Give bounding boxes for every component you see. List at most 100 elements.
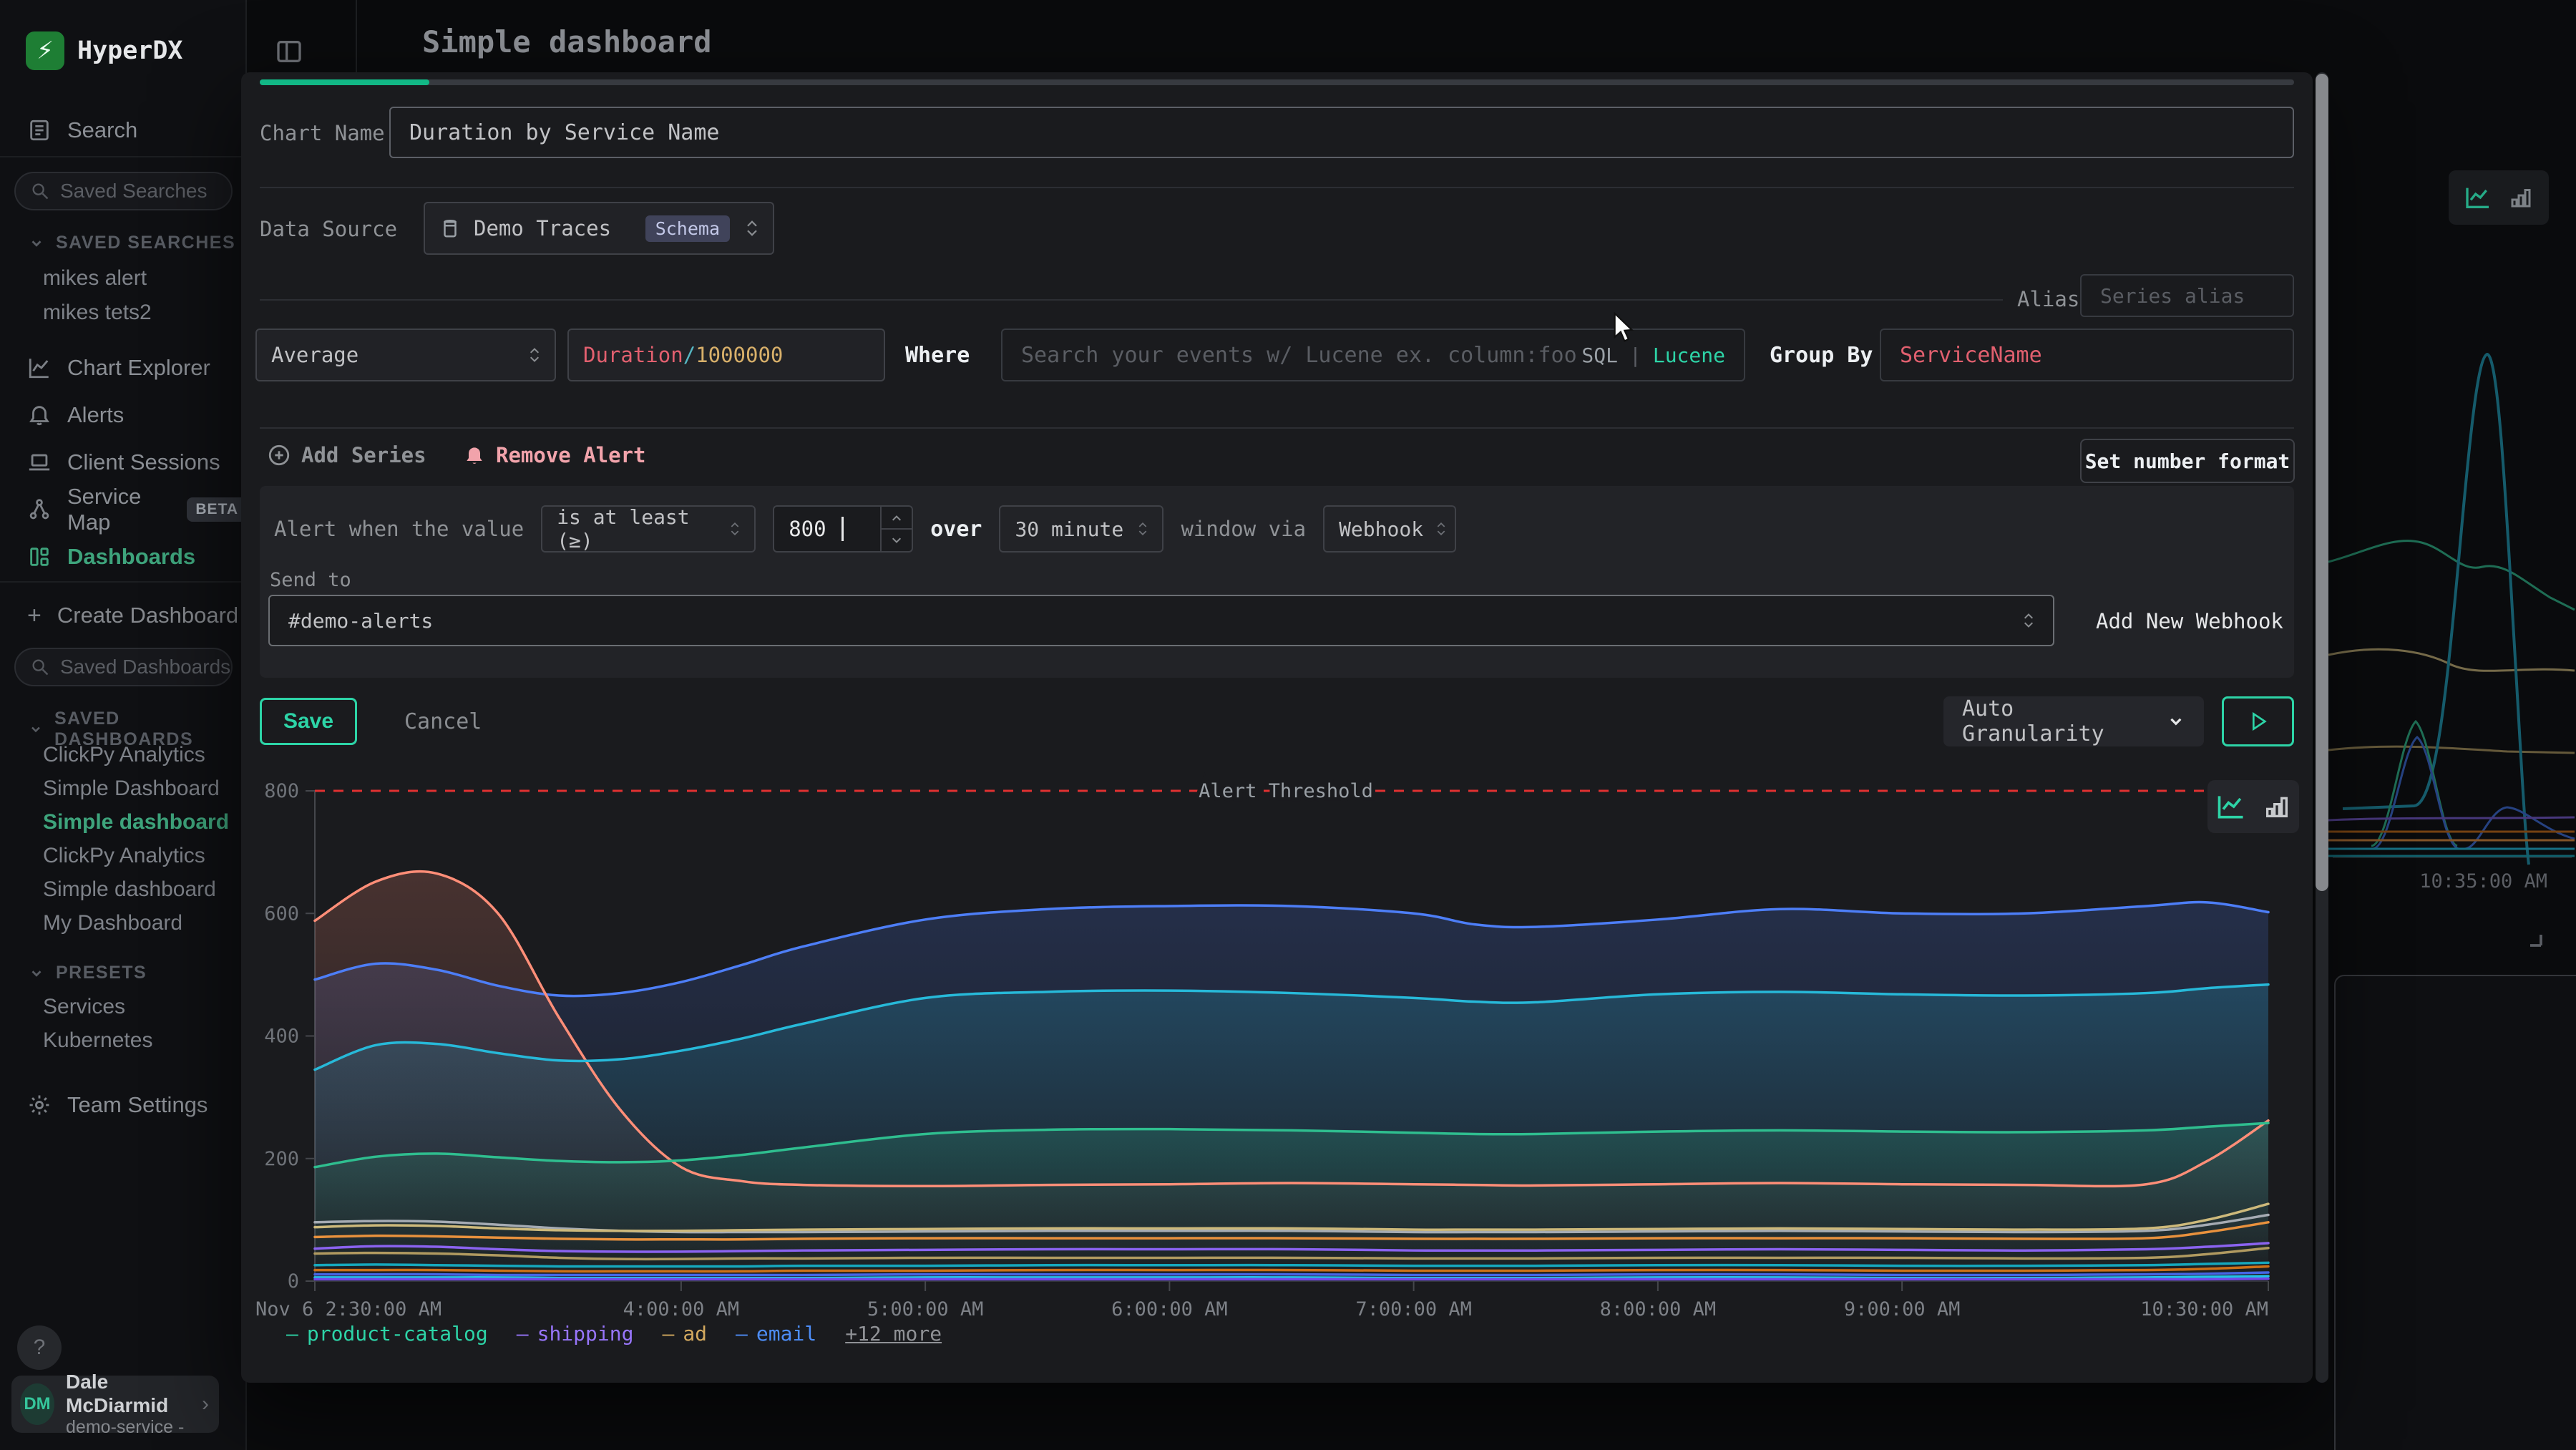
legend-item[interactable]: —ad [662,1322,707,1346]
svg-text:Nov 6 2:30:00 AM: Nov 6 2:30:00 AM [255,1298,441,1320]
group-by-input[interactable]: ServiceName [1880,329,2294,381]
svg-text:200: 200 [264,1148,299,1170]
create-dashboard-button[interactable]: + Create Dashboard [0,593,247,638]
brand-logo[interactable]: ⚡ HyperDX [26,31,183,70]
duration-chart: 0200400600800Nov 6 2:30:00 AM4:00:00 AM5… [241,759,2313,1331]
dashboard-item[interactable]: ClickPy Analytics [43,844,205,868]
add-series-button[interactable]: Add Series [267,443,426,467]
svg-text:7:00:00 AM: 7:00:00 AM [1355,1298,1472,1320]
background-chart-type-toggle[interactable] [2449,170,2549,225]
resize-handle-icon[interactable] [2523,928,2545,949]
svg-text:400: 400 [264,1026,299,1048]
preset-item[interactable]: Services [43,995,125,1019]
saved-searches-input[interactable]: Saved Searches [14,172,233,210]
legend-more-button[interactable]: +12 more [845,1322,942,1346]
plus-icon: + [27,602,42,630]
help-button[interactable]: ? [17,1325,62,1370]
chart-legend: —product-catalog —shipping —ad —email +1… [286,1322,942,1346]
bell-icon [27,403,52,427]
granularity-select[interactable]: Auto Granularity [1943,696,2204,746]
database-icon [439,218,461,239]
select-chevrons-icon [1436,521,1446,537]
sidebar-collapse-button[interactable] [266,29,312,74]
sidebar-item-alerts[interactable]: Alerts [0,392,247,438]
bar-chart-icon[interactable] [2263,792,2291,821]
svg-text:600: 600 [264,902,299,925]
alert-window-select[interactable]: 30 minute [999,505,1163,553]
saved-searches-header[interactable]: SAVED SEARCHES [29,233,235,253]
presets-header[interactable]: PRESETS [29,963,147,983]
legend-item[interactable]: —shipping [517,1322,634,1346]
sidebar-item-service-map[interactable]: Service Map BETA [0,487,247,532]
remove-alert-button[interactable]: Remove Alert [463,443,646,467]
chart-line-icon [27,356,52,380]
svg-text:Alert Threshold: Alert Threshold [1199,780,1373,802]
aggregation-select[interactable]: Average [255,329,556,381]
metric-field-input[interactable]: Duration/1000000 [567,329,885,381]
cancel-button[interactable]: Cancel [404,698,482,745]
mouse-cursor [1612,312,1644,346]
line-chart-icon[interactable] [2215,791,2247,822]
saved-dashboards-input[interactable]: Saved Dashboards [14,648,233,686]
select-chevrons-icon [746,219,758,238]
scrollbar-thumb[interactable] [2316,74,2328,891]
send-to-label: Send to [270,569,351,591]
sidebar-item-team-settings[interactable]: Team Settings [0,1082,247,1128]
select-chevrons-icon [730,521,740,537]
sidebar-item-client-sessions[interactable]: Client Sessions [0,439,247,485]
select-chevrons-icon [529,346,540,364]
run-chart-button[interactable] [2222,696,2294,746]
sidebar-item-search[interactable]: Search [0,107,247,153]
saved-search-item[interactable]: mikes alert [43,266,147,291]
legend-item[interactable]: —product-catalog [286,1322,488,1346]
svg-text:0: 0 [288,1270,299,1293]
progress-bar [260,79,429,85]
webhook-select[interactable]: #demo-alerts [268,595,2054,646]
set-number-format-button[interactable]: Set number format [2080,439,2295,483]
user-menu[interactable]: DM Dale McDiarmid demo-service - › [11,1376,219,1433]
legend-item[interactable]: —email [736,1322,816,1346]
chevron-down-icon [2167,712,2185,731]
alert-prefix-label: Alert when the value [274,517,524,541]
alert-threshold-input[interactable]: 800 [773,505,913,553]
chevron-down-icon [29,965,44,981]
data-source-select[interactable]: Demo Traces Schema [424,202,774,255]
number-spinner[interactable] [880,507,912,551]
save-button[interactable]: Save [260,698,357,745]
sidebar-item-dashboards[interactable]: Dashboards [0,534,247,580]
alert-config-panel: Alert when the value is at least (≥) 800 [260,486,2294,678]
alert-condition-select[interactable]: is at least (≥) [541,505,756,553]
svg-text:9:00:00 AM: 9:00:00 AM [1844,1298,1961,1320]
dashboard-item[interactable]: Simple dashboard [43,877,216,902]
dashboard-item[interactable]: Simple Dashboard [43,777,220,801]
series-alias-input[interactable]: Series alias [2080,274,2294,317]
chevron-right-icon: › [202,1392,209,1416]
page-title: Simple dashboard [422,24,712,59]
saved-search-item[interactable]: mikes tets2 [43,301,152,325]
preset-item[interactable]: Kubernetes [43,1028,152,1053]
modal-scrollbar[interactable] [2316,72,2328,1383]
avatar: DM [20,1383,54,1425]
select-chevrons-icon [1138,521,1148,537]
add-new-webhook-button[interactable]: Add New Webhook [2096,609,2283,633]
chevron-down-icon [29,721,43,737]
background-dashboard-strip: 10:35:00 AM [2328,0,2576,1450]
divider [0,156,247,157]
search-icon [30,181,50,201]
dashboard-item-active[interactable]: Simple dashboard [43,810,229,835]
dashboard-item[interactable]: ClickPy Analytics [43,743,205,767]
chart-edit-modal: Chart Name Duration by Service Name Data… [241,72,2313,1383]
chart-name-input[interactable]: Duration by Service Name [389,107,2294,158]
svg-text:10:30:00 AM: 10:30:00 AM [2140,1298,2268,1320]
alias-label: Alias [2017,287,2079,311]
over-label: over [930,517,982,542]
bolt-logo-icon: ⚡ [26,31,64,70]
query-language-toggle[interactable]: SQL | Lucene [1581,344,1725,367]
sidebar-item-chart-explorer[interactable]: Chart Explorer [0,345,247,391]
panel-toggle-icon [275,37,303,66]
bell-icon [463,444,486,467]
dashboard-item[interactable]: My Dashboard [43,911,182,935]
alert-channel-select[interactable]: Webhook [1323,505,1456,553]
circle-plus-icon [267,443,291,467]
chart-type-toggle[interactable] [2207,780,2299,833]
